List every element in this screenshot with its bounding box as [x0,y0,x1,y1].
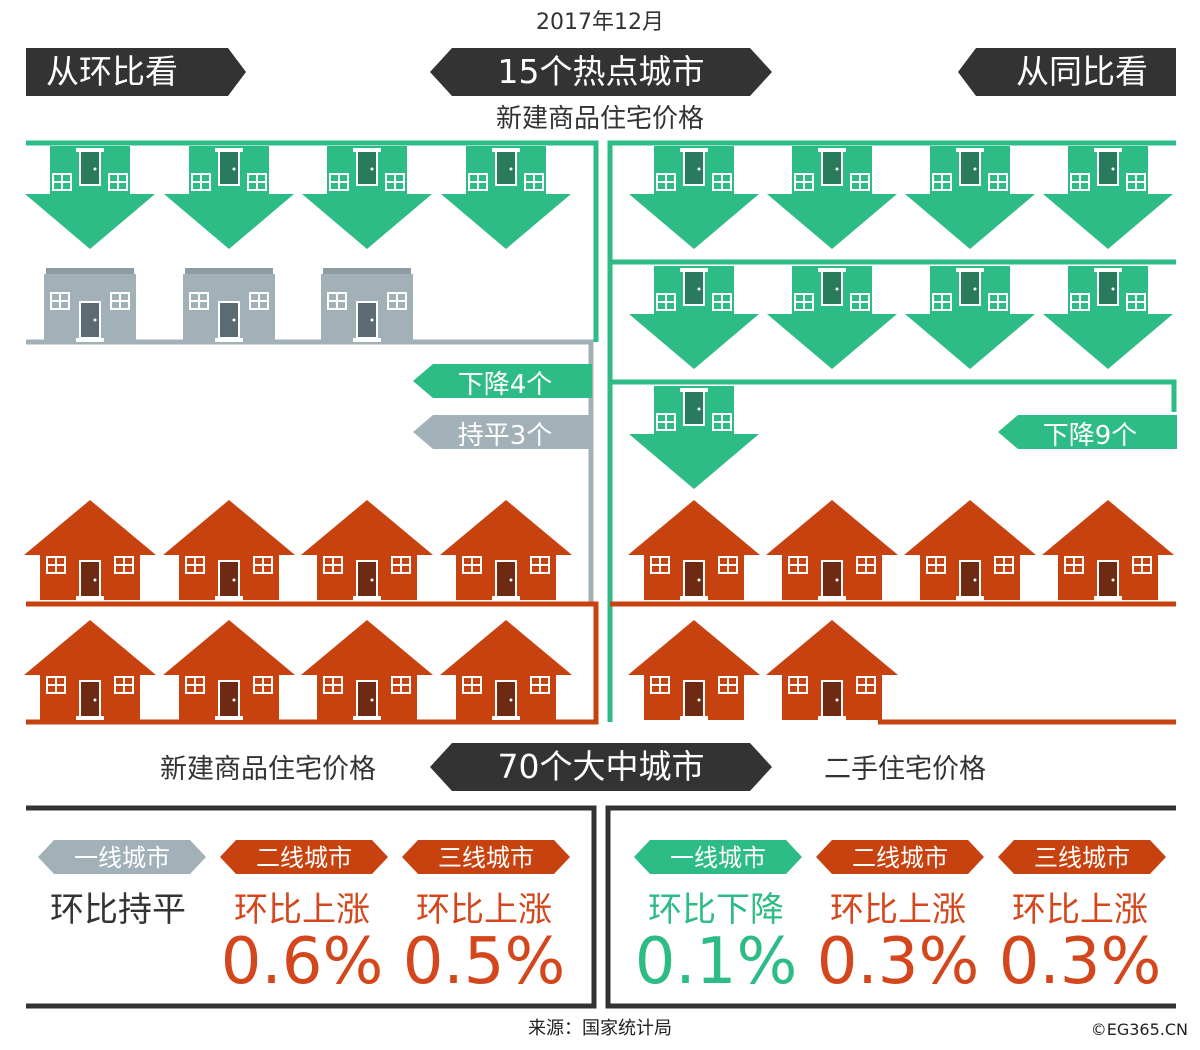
new-tier1-trend: 环比持平 [50,890,186,930]
bottom-frames [26,805,1176,1009]
used-tier3-value: 0.3% [998,925,1162,999]
used-tier2-value: 0.3% [816,925,980,999]
used-tier1-trend: 环比下降 [648,890,784,930]
left-up-house-5 [24,620,156,720]
new-tier3-trend: 环比上涨 [416,890,552,930]
right-up-house-2 [766,500,898,600]
left-flat-house-3 [321,268,413,342]
right-header: 从同比看 [1016,52,1148,91]
left-up-house-7 [301,620,433,720]
credit: ©EG365.CN [1090,1020,1188,1039]
used-tier1-tag: 一线城市 [634,840,802,874]
new-tier2-trend: 环比上涨 [234,890,370,930]
hot-cities-subtitle: 新建商品住宅价格 [495,104,704,134]
right-down-arrow-7 [905,266,1035,369]
house-icons [24,146,1174,720]
left-flat-tag [413,415,592,449]
new-tier1-tag: 一线城市 [38,840,206,874]
right-down-arrow-2 [767,146,897,249]
left-up-house-6 [163,620,295,720]
right-down-arrow-5 [629,266,759,369]
left-down-arrow-1 [25,146,155,249]
hot-cities-banner [430,48,772,96]
right-up-house-6 [766,620,898,720]
new-homes-label: 新建商品住宅价格 [160,754,376,785]
left-flat-label: 持平3个 [458,421,553,451]
left-header-banner [26,48,246,96]
right-up-house-1 [628,500,760,600]
right-down-arrow-6 [767,266,897,369]
right-down-tag [998,415,1177,449]
used-tier2-trend: 环比上涨 [830,890,966,930]
big-cities-banner [430,743,772,791]
left-up-house-4 [440,500,572,600]
report-date: 2017年12月 [536,10,664,35]
right-up-house-5 [628,620,760,720]
hot-cities-title: 15个热点城市 [498,52,705,91]
used-tier3-tag: 三线城市 [998,840,1166,874]
new-tier2-value: 0.6% [220,925,384,999]
right-down-arrow-1 [629,146,759,249]
big-cities-title: 70个大中城市 [498,747,705,786]
new-tier1-tag-label: 一线城市 [74,844,170,872]
used-tier1-tag-label: 一线城市 [670,844,766,872]
left-up-house-1 [24,500,156,600]
right-down-arrow-8 [1043,266,1173,369]
left-down-arrow-2 [164,146,294,249]
left-down-tag [413,364,592,398]
right-up-house-4 [1042,500,1174,600]
left-up-house-8 [440,620,572,720]
right-header-banner [958,48,1176,96]
source-note: 来源：国家统计局 [528,1018,672,1039]
used-tier1-value: 0.1% [634,925,798,999]
used-tier3-tag-label: 三线城市 [1034,844,1130,872]
new-tier3-tag: 三线城市 [402,840,570,874]
right-down-arrow-4 [1043,146,1173,249]
left-up-house-3 [301,500,433,600]
used-tier3-trend: 环比上涨 [1012,890,1148,930]
right-down-arrow-3 [905,146,1035,249]
right-down-arrow-9 [629,386,759,489]
left-flat-house-2 [183,268,275,342]
used-tier2-tag-label: 二线城市 [852,844,948,872]
left-flat-house-1 [44,268,136,342]
tier-tags: 一线城市 二线城市 三线城市 一线城市 二线城市 三线城市 [38,840,1166,874]
right-up-house-3 [904,500,1036,600]
left-down-label: 下降4个 [458,370,553,400]
left-header: 从环比看 [46,52,178,91]
right-down-label: 下降9个 [1043,421,1138,451]
left-down-arrow-3 [302,146,432,249]
second-hand-label: 二手住宅价格 [824,754,986,785]
left-up-house-2 [163,500,295,600]
new-tier2-tag-label: 二线城市 [256,844,352,872]
new-tier2-tag: 二线城市 [220,840,388,874]
hot-cities-frame [26,140,1177,725]
left-down-arrow-4 [441,146,571,249]
new-tier3-value: 0.5% [402,925,566,999]
used-tier2-tag: 二线城市 [816,840,984,874]
new-tier3-tag-label: 三线城市 [438,844,534,872]
